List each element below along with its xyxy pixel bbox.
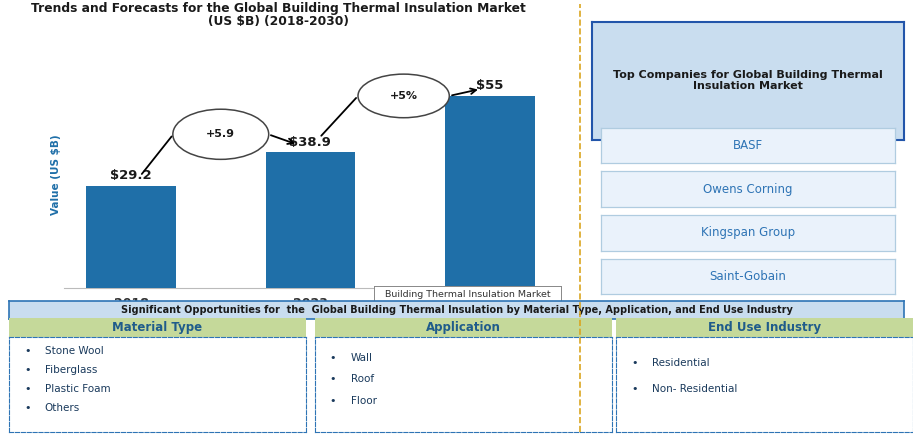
Text: •: • <box>631 384 637 394</box>
Text: +5%: +5% <box>390 91 417 101</box>
Text: Fiberglass: Fiberglass <box>45 365 97 375</box>
Text: •: • <box>24 365 30 375</box>
Text: Owens Corning: Owens Corning <box>703 183 792 196</box>
Text: BASF: BASF <box>733 139 762 152</box>
Text: Non- Residential: Non- Residential <box>652 384 738 394</box>
Text: Plastic Foam: Plastic Foam <box>45 384 110 394</box>
Text: Top Companies for Global Building Thermal
Insulation Market: Top Companies for Global Building Therma… <box>613 70 883 92</box>
Y-axis label: Value (US $B): Value (US $B) <box>51 134 61 215</box>
Text: •: • <box>330 396 336 406</box>
Text: Floor: Floor <box>351 396 376 406</box>
Bar <box>445 96 534 288</box>
Text: Building Thermal Insulation Market: Building Thermal Insulation Market <box>385 290 551 299</box>
Text: •: • <box>24 384 30 394</box>
Text: Material Type: Material Type <box>112 321 203 334</box>
Text: $55: $55 <box>476 79 503 92</box>
Bar <box>87 186 176 288</box>
Bar <box>266 152 355 288</box>
Text: End Use Industry: End Use Industry <box>708 321 821 334</box>
Text: •: • <box>330 375 336 385</box>
Text: Saint-Gobain: Saint-Gobain <box>709 270 786 283</box>
Text: $38.9: $38.9 <box>289 136 331 149</box>
Text: •: • <box>631 358 637 368</box>
Text: +5.9: +5.9 <box>206 129 236 139</box>
Text: Significant Opportunities for  the  Global Building Thermal Insulation by Materi: Significant Opportunities for the Global… <box>121 305 792 315</box>
Text: Application: Application <box>425 321 501 334</box>
Text: $29.2: $29.2 <box>110 170 152 182</box>
Text: Others: Others <box>45 403 80 413</box>
Text: Residential: Residential <box>652 358 709 368</box>
Text: •: • <box>330 352 336 362</box>
Text: Roof: Roof <box>351 375 373 385</box>
Text: Wall: Wall <box>351 352 373 362</box>
Text: Stone Wool: Stone Wool <box>45 346 103 356</box>
Text: Kingspan Group: Kingspan Group <box>700 226 795 239</box>
Text: Trends and Forecasts for the Global Building Thermal Insulation Market: Trends and Forecasts for the Global Buil… <box>31 2 526 15</box>
Text: (US $B) (2018-2030): (US $B) (2018-2030) <box>208 15 349 28</box>
Text: •: • <box>24 403 30 413</box>
Text: •: • <box>24 346 30 356</box>
